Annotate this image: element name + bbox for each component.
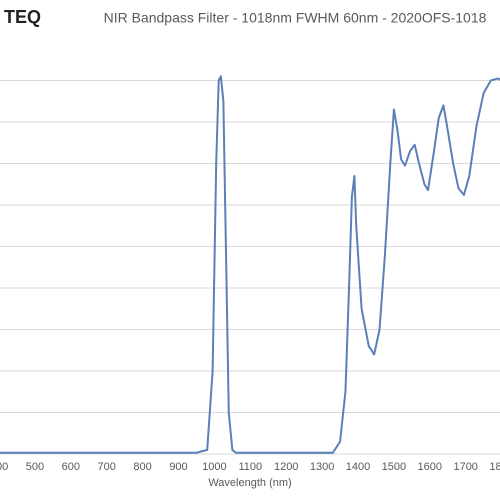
x-tick-label: 600 bbox=[62, 461, 80, 473]
x-tick-label: 1100 bbox=[238, 461, 262, 473]
x-tick-label: 900 bbox=[169, 461, 187, 473]
x-tick-label: 700 bbox=[98, 461, 116, 473]
logo: TEQ bbox=[4, 7, 41, 27]
x-tick-label: 1200 bbox=[274, 461, 298, 473]
x-tick-label: 800 bbox=[133, 461, 151, 473]
x-tick-label: 500 bbox=[26, 461, 44, 473]
x-tick-label: 1800 bbox=[489, 461, 500, 473]
x-tick-label: 1400 bbox=[346, 461, 370, 473]
chart-title: NIR Bandpass Filter - 1018nm FWHM 60nm -… bbox=[104, 10, 487, 26]
x-tick-label: 400 bbox=[0, 461, 8, 473]
x-tick-label: 1600 bbox=[418, 461, 442, 473]
x-tick-label: 1300 bbox=[310, 461, 334, 473]
x-tick-label: 1500 bbox=[382, 461, 406, 473]
x-tick-label: 1000 bbox=[202, 461, 226, 473]
x-tick-label: 1700 bbox=[453, 461, 477, 473]
x-axis-label: Wavelength (nm) bbox=[208, 477, 291, 489]
data-line bbox=[0, 75, 500, 454]
